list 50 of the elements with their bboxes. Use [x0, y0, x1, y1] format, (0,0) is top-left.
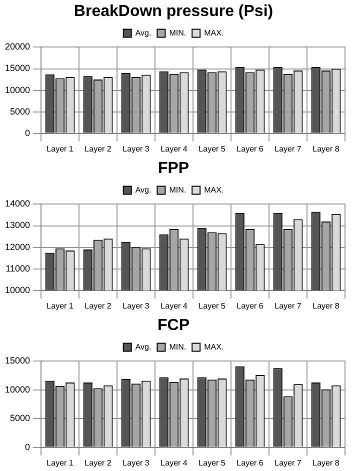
- x-tick-label: Layer 5: [198, 144, 226, 154]
- y-tick-label: 0: [25, 128, 30, 138]
- y-tick-label: 13000: [4, 220, 30, 230]
- legend-label: Avg.: [135, 185, 152, 194]
- chart-title: BreakDown pressure (Psi): [74, 3, 274, 20]
- legend-label: MIN.: [169, 185, 186, 194]
- y-tick-label: 10000: [4, 84, 30, 95]
- legend-label: MAX.: [204, 28, 224, 38]
- x-tick-label: Layer 4: [160, 301, 188, 310]
- x-tick-label: Layer 6: [236, 144, 264, 154]
- legend-label: MIN.: [169, 342, 186, 352]
- y-tick-label: 5000: [10, 413, 30, 424]
- y-tick-label: 14000: [4, 198, 30, 209]
- x-tick-label: Layer 5: [198, 458, 226, 468]
- x-tick-label: Layer 1: [46, 144, 74, 154]
- x-tick-label: Layer 1: [46, 301, 74, 310]
- x-tick-label: Layer 4: [160, 458, 188, 468]
- y-tick-label: 20000: [4, 42, 30, 52]
- x-tick-label: Layer 3: [122, 301, 150, 310]
- chart-title: FPP: [158, 160, 190, 178]
- x-tick-label: Layer 8: [312, 458, 340, 468]
- y-tick-label: 12000: [4, 242, 30, 252]
- x-tick-label: Layer 2: [84, 144, 112, 154]
- x-tick-label: Layer 7: [274, 144, 302, 154]
- y-tick-label: 15000: [4, 356, 30, 366]
- x-tick-label: Layer 7: [274, 301, 302, 310]
- legend-label: Avg.: [135, 28, 152, 38]
- x-tick-label: Layer 3: [122, 144, 150, 154]
- y-tick-label: 5000: [10, 106, 30, 116]
- x-tick-label: Layer 2: [84, 458, 112, 468]
- chart-title: FCP: [158, 317, 190, 334]
- legend-label: Avg.: [135, 342, 152, 352]
- y-tick-label: 10000: [4, 384, 30, 394]
- y-tick-label: 10000: [4, 284, 30, 295]
- y-tick-label: 15000: [4, 63, 30, 74]
- legend-label: MAX.: [204, 185, 224, 194]
- legend-label: MIN.: [169, 28, 186, 38]
- x-tick-label: Layer 2: [84, 301, 112, 310]
- x-tick-label: Layer 4: [160, 144, 188, 154]
- x-tick-label: Layer 3: [122, 458, 150, 468]
- legend-label: MAX.: [204, 342, 224, 352]
- y-tick-label: 11000: [6, 263, 30, 274]
- x-tick-label: Layer 1: [46, 458, 74, 468]
- x-tick-label: Layer 6: [236, 458, 264, 468]
- x-tick-label: Layer 8: [312, 144, 340, 154]
- x-tick-label: Layer 6: [236, 301, 264, 310]
- x-tick-label: Layer 5: [198, 301, 226, 310]
- x-tick-label: Layer 7: [274, 458, 302, 468]
- x-tick-label: Layer 8: [312, 301, 340, 310]
- y-tick-label: 0: [25, 442, 30, 452]
